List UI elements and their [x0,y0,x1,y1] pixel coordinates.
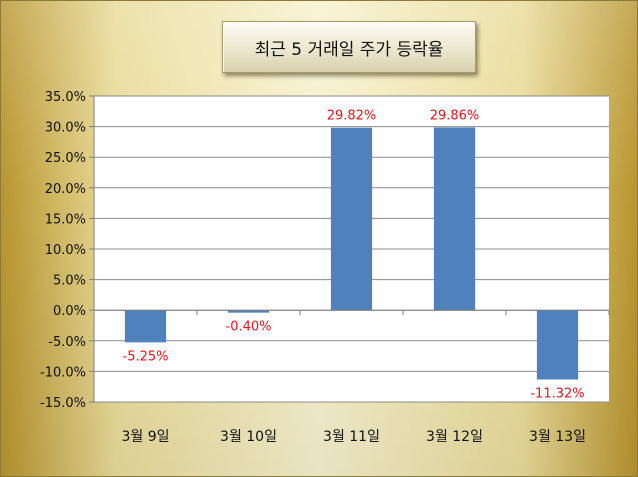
bar [536,310,579,380]
chart-title-box: 최근 5 거래일 주가 등락율 [222,21,476,73]
y-tick-label: 20.0% [45,182,86,197]
y-tick-labels: 35.0% 30.0% 25.0% 20.0% 15.0% 10.0% 5.0% 0.0% -5… [40,90,86,411]
y-tick-label: 35.0% [45,90,86,105]
data-labels: -5.25% -0.40% 29.82% 29.86% -11.32% [123,108,585,401]
x-tick-label: 3월 13일 [529,429,586,445]
bars [124,127,579,380]
chart-title: 최근 5 거래일 주가 등락율 [254,39,444,60]
y-tick-label: 25.0% [45,151,86,166]
data-label: 29.82% [327,109,377,124]
y-tick-label: 0.0% [53,304,86,319]
y-tick-label: 15.0% [45,212,86,227]
y-tick-label: 30.0% [45,121,86,136]
y-tick-label: -15.0% [40,396,86,411]
data-label: -11.32% [530,386,584,401]
x-tick-labels: 3월 9일 3월 10일 3월 11일 3월 12일 3월 13일 [121,429,585,445]
bar [330,127,373,311]
y-tick-label: 5.0% [53,274,86,289]
bar [433,127,476,311]
x-tick-label: 3월 11일 [323,429,380,445]
data-label: -5.25% [123,349,169,364]
bar [227,310,270,313]
axes [89,95,610,403]
bar [124,310,167,343]
data-label: 29.86% [430,108,480,123]
x-tick-label: 3월 10일 [220,429,277,445]
y-tick-label: -5.0% [48,335,86,350]
data-label: -0.40% [226,320,272,335]
y-tick-label: -10.0% [40,365,86,380]
x-tick-label: 3월 9일 [121,429,169,445]
y-tick-label: 10.0% [45,243,86,258]
x-tick-label: 3월 12일 [426,429,483,445]
